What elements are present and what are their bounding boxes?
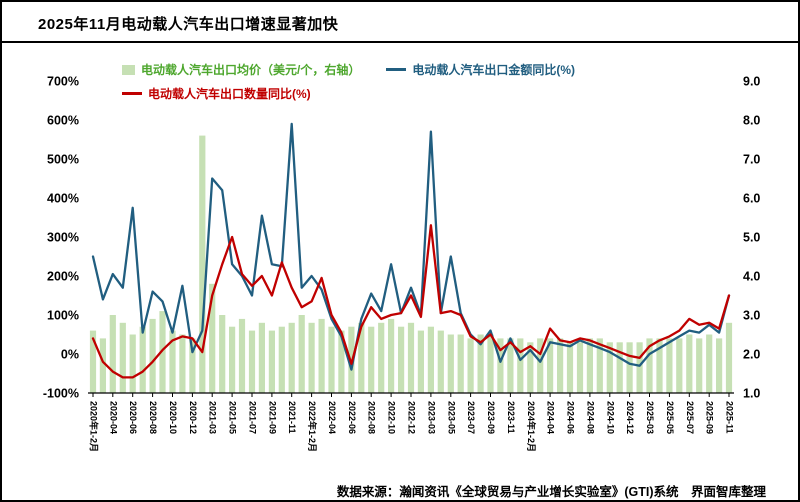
svg-text:600%: 600% <box>47 114 79 128</box>
svg-text:2022年1-2月: 2022年1-2月 <box>307 401 318 452</box>
line-export-quantity-yoy <box>91 224 731 379</box>
svg-text:9.0: 9.0 <box>743 75 760 89</box>
svg-text:2023-03: 2023-03 <box>426 401 436 434</box>
svg-text:2023-07: 2023-07 <box>466 401 476 434</box>
combo-chart: 700% 600% 500% 400% 300% 200% 100% 0% -100% 9.0 8.… <box>43 75 761 453</box>
legend-item-export-value-yoy: 电动载人汽车出口金额同比(%) <box>386 61 575 78</box>
svg-text:2024-04: 2024-04 <box>546 401 556 434</box>
export-quantity-line-swatch-icon <box>122 92 142 95</box>
svg-text:2020-04: 2020-04 <box>108 401 118 434</box>
svg-text:2020-12: 2020-12 <box>188 401 198 434</box>
svg-text:2024年1-2月: 2024年1-2月 <box>526 401 537 452</box>
svg-text:2023-05: 2023-05 <box>446 401 456 434</box>
svg-text:4.0: 4.0 <box>743 270 760 284</box>
bars-avg-price <box>89 135 733 393</box>
svg-text:2021-11: 2021-11 <box>287 401 297 434</box>
svg-text:2021-07: 2021-07 <box>248 401 258 434</box>
legend-label-export-value-yoy: 电动载人汽车出口金额同比(%) <box>412 63 576 77</box>
avg-price-bar-swatch-icon <box>122 64 135 75</box>
export-value-line-swatch-icon <box>386 68 407 71</box>
svg-text:2023-11: 2023-11 <box>506 401 516 434</box>
svg-text:0%: 0% <box>61 348 79 362</box>
svg-text:2024-08: 2024-08 <box>585 401 595 434</box>
legend-item-export-quantity-yoy: 电动载人汽车出口数量同比(%) <box>122 85 311 102</box>
svg-text:2025-11: 2025-11 <box>725 401 735 434</box>
svg-text:2020-10: 2020-10 <box>168 401 178 434</box>
legend-item-avg-price: 电动载人汽车出口均价（美元/个，右轴） <box>122 61 360 78</box>
svg-text:2021-09: 2021-09 <box>267 401 277 434</box>
source-note: 数据来源：瀚闻资讯《全球贸易与产业增长实验室》(GTI)系统 界面智库整理 <box>336 485 766 499</box>
chart-title: 2025年11月电动载人汽车出口增速显著加快 <box>38 16 339 33</box>
svg-text:300%: 300% <box>47 231 79 245</box>
svg-text:6.0: 6.0 <box>743 192 760 206</box>
svg-text:2025-05: 2025-05 <box>665 401 675 434</box>
svg-text:700%: 700% <box>47 75 79 89</box>
legend-label-avg-price: 电动载人汽车出口均价（美元/个，右轴） <box>141 63 361 77</box>
svg-text:2024-06: 2024-06 <box>566 401 576 434</box>
svg-text:2.0: 2.0 <box>743 348 760 362</box>
svg-text:8.0: 8.0 <box>743 114 760 128</box>
svg-text:400%: 400% <box>47 192 79 206</box>
svg-text:2020年1-2月: 2020年1-2月 <box>89 401 100 452</box>
svg-text:2025-09: 2025-09 <box>705 401 715 434</box>
svg-text:200%: 200% <box>47 270 79 284</box>
svg-text:2022-06: 2022-06 <box>347 401 357 434</box>
svg-text:2023-09: 2023-09 <box>486 401 496 434</box>
svg-text:2022-04: 2022-04 <box>327 401 337 434</box>
legend-row-2: 电动载人汽车出口数量同比(%) <box>122 85 575 102</box>
svg-text:2020-06: 2020-06 <box>128 401 138 434</box>
svg-text:2022-08: 2022-08 <box>367 401 377 434</box>
svg-text:500%: 500% <box>47 153 79 167</box>
left-axis-ticks: 700% 600% 500% 400% 300% 200% 100% 0% -100% <box>43 75 79 401</box>
svg-text:100%: 100% <box>47 309 79 323</box>
svg-text:2020-08: 2020-08 <box>148 401 158 434</box>
svg-text:7.0: 7.0 <box>743 153 760 167</box>
svg-text:2025-07: 2025-07 <box>685 401 695 434</box>
right-axis-ticks: 9.0 8.0 7.0 6.0 5.0 4.0 3.0 2.0 1.0 <box>743 75 760 401</box>
svg-text:2022-12: 2022-12 <box>407 401 417 434</box>
svg-text:5.0: 5.0 <box>743 231 760 245</box>
svg-text:1.0: 1.0 <box>743 387 760 401</box>
svg-text:-100%: -100% <box>43 387 79 401</box>
legend-row-1: 电动载人汽车出口均价（美元/个，右轴） 电动载人汽车出口金额同比(%) <box>122 61 575 78</box>
svg-text:2021-05: 2021-05 <box>228 401 238 434</box>
x-axis-ticks: 2020年1-2月 2020-04 2020-06 2020-08 2020-10 202… <box>89 393 735 452</box>
svg-text:2024-12: 2024-12 <box>625 401 635 434</box>
line-export-value-yoy <box>91 122 731 371</box>
svg-text:2024-10: 2024-10 <box>605 401 615 434</box>
svg-text:2021-03: 2021-03 <box>208 401 218 434</box>
svg-text:2025-03: 2025-03 <box>645 401 655 434</box>
svg-text:3.0: 3.0 <box>743 309 760 323</box>
chart-legend: 电动载人汽车出口均价（美元/个，右轴） 电动载人汽车出口金额同比(%) 电动载人… <box>122 61 575 102</box>
chart-area: 700% 600% 500% 400% 300% 200% 100% 0% -100% 9.0 8.… <box>2 51 798 481</box>
legend-label-export-quantity-yoy: 电动载人汽车出口数量同比(%) <box>148 87 311 101</box>
title-divider <box>2 41 798 43</box>
svg-text:2022-10: 2022-10 <box>387 401 397 434</box>
